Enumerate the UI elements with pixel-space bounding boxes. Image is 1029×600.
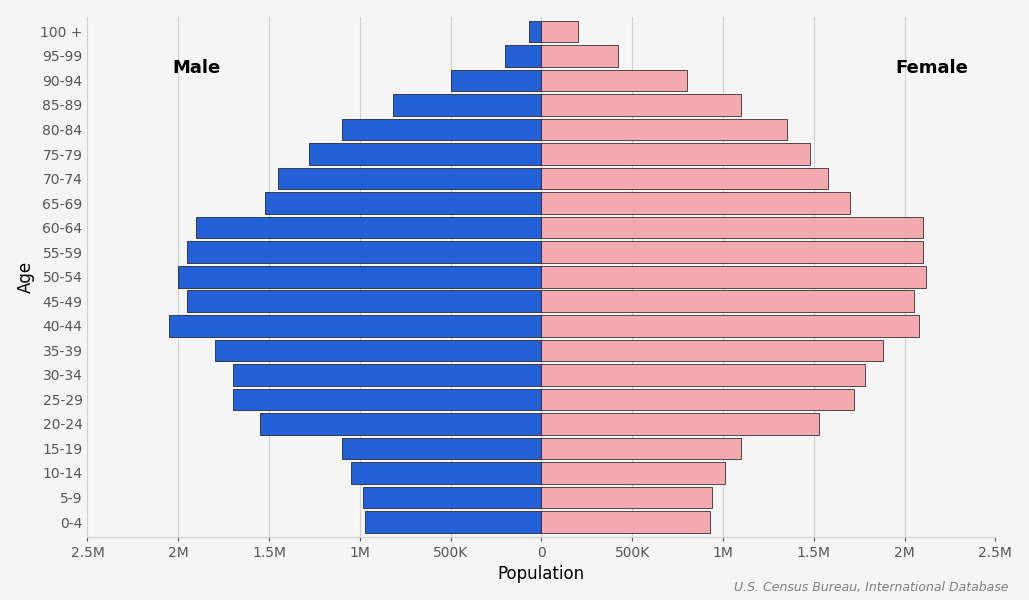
Bar	[541, 20, 577, 42]
Bar	[541, 290, 914, 312]
Bar	[260, 413, 541, 434]
Bar	[187, 241, 541, 263]
Bar	[541, 389, 854, 410]
Bar	[342, 119, 541, 140]
Bar	[541, 45, 617, 67]
Bar	[541, 119, 786, 140]
Bar	[541, 217, 923, 238]
Bar	[541, 193, 850, 214]
Bar	[541, 462, 724, 484]
Text: Female: Female	[895, 59, 968, 77]
Bar	[541, 241, 923, 263]
Bar	[309, 143, 541, 165]
Bar	[451, 70, 541, 91]
Bar	[541, 315, 919, 337]
Bar	[541, 413, 819, 434]
Bar	[541, 168, 828, 190]
Bar	[392, 94, 541, 116]
Bar	[197, 217, 541, 238]
Bar	[215, 340, 541, 361]
Bar	[541, 266, 926, 287]
Bar	[529, 20, 541, 42]
Bar	[541, 94, 741, 116]
X-axis label: Population: Population	[498, 565, 586, 583]
Bar	[541, 511, 710, 533]
Bar	[505, 45, 541, 67]
Bar	[363, 487, 541, 508]
Bar	[265, 193, 541, 214]
Bar	[541, 340, 883, 361]
Bar	[187, 290, 541, 312]
Bar	[541, 70, 686, 91]
Bar	[233, 364, 541, 386]
Bar	[365, 511, 541, 533]
Bar	[541, 437, 741, 459]
Bar	[169, 315, 541, 337]
Y-axis label: Age: Age	[16, 260, 35, 293]
Bar	[278, 168, 541, 190]
Bar	[541, 364, 864, 386]
Text: Male: Male	[172, 59, 220, 77]
Bar	[541, 143, 810, 165]
Bar	[351, 462, 541, 484]
Bar	[233, 389, 541, 410]
Bar	[178, 266, 541, 287]
Text: U.S. Census Bureau, International Database: U.S. Census Bureau, International Databa…	[734, 581, 1008, 594]
Bar	[541, 487, 712, 508]
Bar	[342, 437, 541, 459]
